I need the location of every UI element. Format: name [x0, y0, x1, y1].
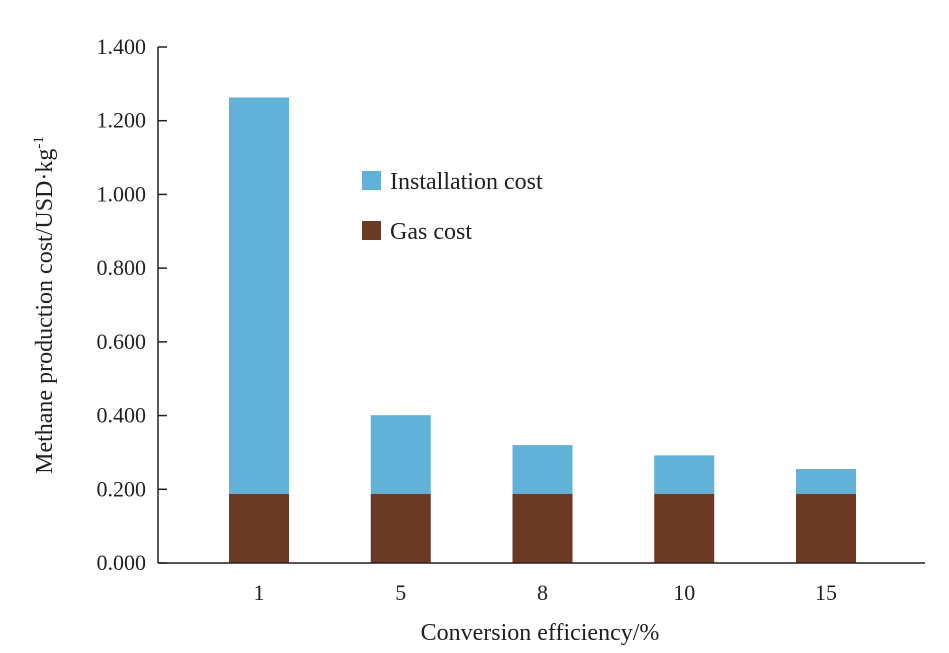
y-axis-title-main: Methane production cost/USD·kg [32, 149, 58, 474]
bar-installation-cost [229, 97, 289, 494]
y-tick-label: 1.000 [97, 181, 147, 206]
y-axis-title-superscript: -1 [31, 136, 47, 149]
bar-gas-cost [370, 493, 431, 563]
bar-gas-cost [229, 493, 289, 563]
y-axis-title: Methane production cost/USD·kg-1 [31, 136, 58, 474]
legend-swatch [362, 171, 381, 190]
x-tick-label: 5 [395, 580, 406, 605]
bar-gas-cost [654, 493, 715, 563]
legend-label: Installation cost [390, 169, 543, 195]
bar-installation-cost [512, 445, 573, 494]
legend-label: Gas cost [390, 219, 472, 245]
y-tick-label: 0.200 [97, 476, 147, 501]
axes-group [157, 47, 925, 564]
x-tick-label: 15 [815, 580, 837, 605]
y-tick-label: 0.000 [97, 550, 147, 575]
bar-installation-cost [654, 455, 715, 494]
x-ticks-group: 1 5 8 10 15 [254, 580, 838, 605]
y-tick-label: 0.400 [97, 403, 147, 428]
bar-gas-cost [796, 493, 856, 563]
y-tick-label: 0.800 [97, 255, 147, 280]
y-tick-label: 1.200 [97, 108, 147, 133]
legend: Installation cost Gas cost [362, 169, 543, 245]
y-tick-label: 0.600 [97, 329, 147, 354]
y-tick-label: 1.400 [97, 34, 147, 59]
x-tick-label: 10 [673, 580, 695, 605]
x-tick-label: 8 [537, 580, 548, 605]
y-ticks-group: 0.000 0.200 0.400 0.600 0.800 1.000 1.200 1.400 [97, 34, 167, 575]
x-tick-label: 1 [254, 580, 265, 605]
bar-installation-cost [796, 469, 856, 494]
x-axis-title: Conversion efficiency/% [421, 620, 660, 646]
bar-installation-cost [370, 415, 431, 494]
legend-swatch [362, 221, 381, 240]
bars-group [229, 97, 856, 563]
bar-gas-cost [512, 493, 573, 563]
